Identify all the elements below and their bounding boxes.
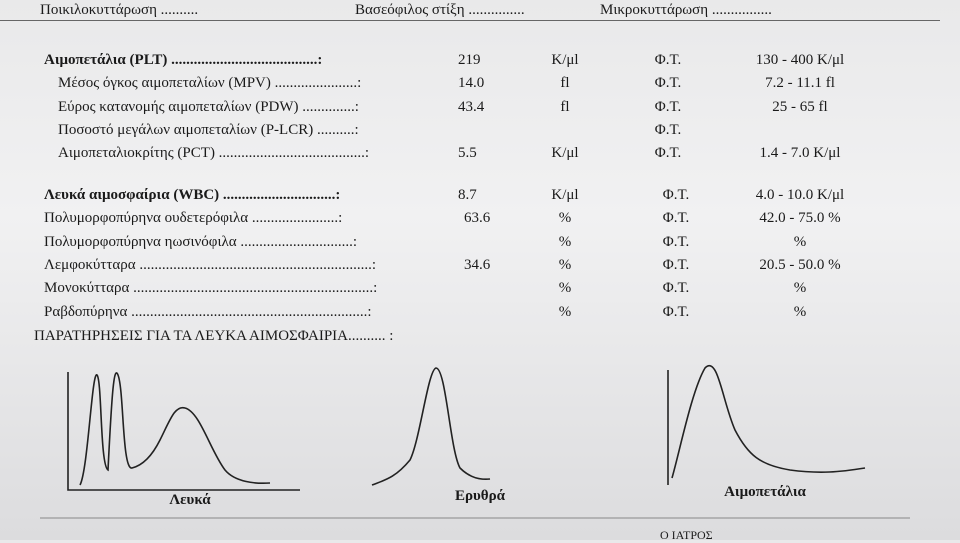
text: Φ.Τ. (662, 187, 690, 203)
text: K/μl (551, 187, 579, 203)
rule (0, 20, 940, 22)
text: Ο ΙΑΤΡΟΣ (660, 528, 713, 542)
text: Ποικιλοκυττάρωση .......... (40, 2, 199, 18)
text: Βασεόφιλος στίξη ............... (355, 2, 525, 18)
label: Εύρος κατανομής αιμοπεταλίων (PDW) .....… (58, 98, 359, 115)
label: Λεμφοκύτταρα ...........................… (44, 256, 377, 273)
text: % (558, 280, 572, 297)
text: 5.5 (458, 145, 477, 162)
text: Μικροκυττάρωση ................ (600, 2, 772, 18)
text: 25 - 65 fl (772, 98, 828, 115)
text: % (558, 303, 572, 320)
text: 4.0 - 10.0 K/μl (755, 187, 845, 203)
text: 219 (458, 52, 481, 68)
text: 7.2 - 11.1 fl (765, 75, 835, 92)
text: Φ.Τ. (662, 280, 690, 297)
text: % (793, 280, 807, 297)
text: K/μl (551, 145, 579, 162)
text: 8.7 (458, 187, 477, 203)
text: Φ.Τ. (654, 145, 682, 162)
label: Λευκά αιμοσφαίρια (WBC) ................… (44, 187, 341, 203)
text: 63.6 (464, 210, 491, 227)
text: fl (560, 75, 570, 92)
label: Αιμοπετάλια (PLT) ......................… (44, 52, 323, 68)
text: Φ.Τ. (654, 121, 682, 138)
text: % (558, 210, 572, 227)
text: % (558, 233, 572, 250)
text: Φ.Τ. (654, 75, 682, 92)
label: Αιμοπεταλιοκρίτης (PCT) ................… (58, 145, 370, 162)
label: Πολυμορφοπύρηνα ηωσινόφιλα .............… (44, 233, 358, 250)
text: 43.4 (458, 98, 485, 115)
text: ΠΑΡΑΤΗΡΗΣΕΙΣ ΓΙΑ ΤΑ ΛΕΥΚΑ ΑΙΜΟΣΦΑΙΡΙΑ...… (34, 328, 394, 344)
text: Φ.Τ. (654, 52, 682, 68)
text: Φ.Τ. (654, 98, 682, 115)
text: K/μl (551, 52, 579, 68)
wbc-curve (79, 372, 271, 486)
text: 34.6 (464, 256, 491, 273)
label: Πολυμορφοπύρηνα ουδετερόφιλα ...........… (44, 210, 343, 227)
text: Φ.Τ. (662, 256, 690, 273)
text: Φ.Τ. (662, 233, 690, 250)
histograms (40, 364, 910, 519)
label: Μονοκύτταρα ............................… (44, 280, 378, 297)
text: fl (560, 98, 570, 115)
label: Μέσος όγκος αιμοπεταλίων (MPV) .........… (58, 75, 362, 92)
text: 42.0 - 75.0 % (759, 210, 841, 227)
rbc-curve (371, 367, 491, 486)
text: % (558, 256, 572, 273)
text: Φ.Τ. (662, 303, 690, 320)
axis (67, 372, 300, 491)
text: 1.4 - 7.0 K/μl (759, 145, 841, 162)
text: 20.5 - 50.0 % (759, 256, 841, 273)
label: Ραβδοπύρηνα ............................… (44, 303, 372, 320)
plt-curve (671, 364, 866, 479)
text: % (793, 303, 807, 320)
label: Ποσοστό μεγάλων αιμοπεταλίων (P-LCR) ...… (58, 121, 359, 138)
text: 130 - 400 K/μl (755, 52, 845, 68)
text: Αιμοπετάλια (724, 484, 806, 500)
text: Φ.Τ. (662, 210, 690, 227)
text: Λευκά (169, 492, 211, 508)
text: Ερυθρά (454, 488, 506, 504)
text: 14.0 (458, 75, 485, 92)
text: % (793, 233, 807, 250)
